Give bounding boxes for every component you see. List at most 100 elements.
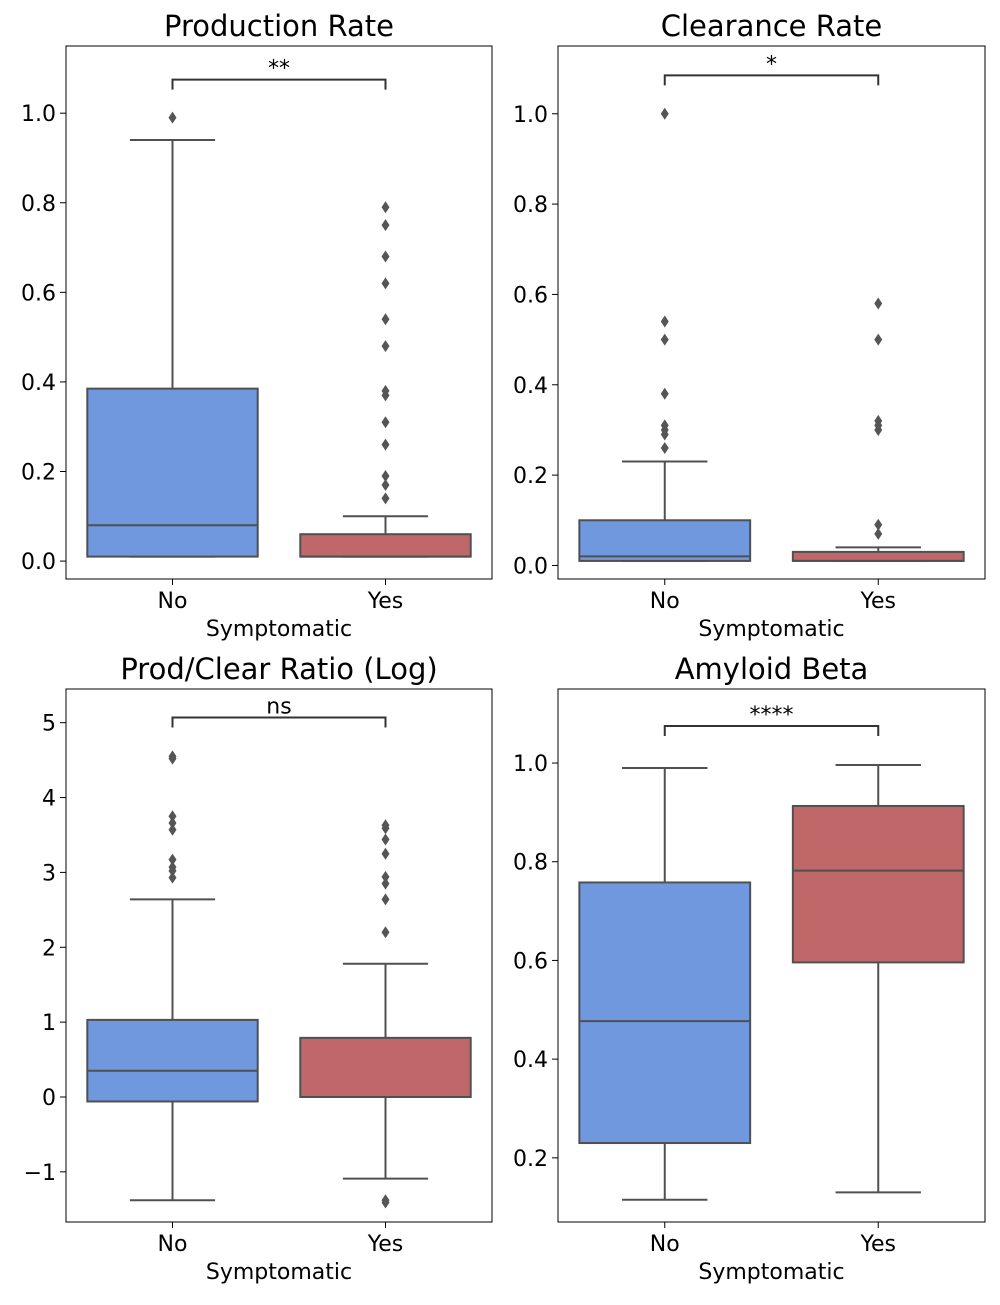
y-tick-label: 1.0	[513, 103, 548, 128]
outlier-point	[381, 416, 390, 429]
box-No	[86, 1018, 259, 1103]
outlier-point	[660, 387, 669, 400]
significance-label: ns	[266, 694, 291, 719]
box-No	[578, 519, 752, 562]
significance-label: ****	[750, 703, 794, 728]
y-tick-label: 2	[42, 936, 56, 961]
chart-title: Amyloid Beta	[675, 652, 869, 686]
y-tick-label: 0.8	[513, 193, 548, 218]
outlier-point	[874, 527, 883, 540]
box-No	[86, 387, 259, 558]
outlier-point	[660, 315, 669, 328]
x-tick-label: Yes	[859, 589, 896, 614]
y-tick-label: −1	[24, 1161, 56, 1186]
chart-panel-4: Amyloid Beta 0.2 0.4 0.6 0.8 1.0 No Yes **** Symp…	[513, 652, 986, 1285]
significance-label: *	[766, 52, 777, 77]
y-tick-label: 0.0	[21, 550, 56, 575]
y-tick-label: 0.2	[513, 464, 548, 489]
outlier-point	[381, 277, 390, 290]
outlier-point	[381, 469, 390, 482]
x-tick-label: No	[158, 1232, 188, 1257]
outlier-point	[168, 111, 177, 124]
outlier-point	[168, 816, 177, 829]
plot-frame	[557, 688, 986, 1223]
outlier-point	[381, 340, 390, 353]
x-axis-label: Symptomatic	[698, 617, 844, 642]
outlier-point	[381, 219, 390, 232]
box-Yes	[791, 550, 965, 562]
outlier-point	[381, 847, 390, 860]
chart-title: Prod/Clear Ratio (Log)	[120, 652, 437, 686]
significance-bracket	[171, 716, 387, 728]
outlier-point	[660, 107, 669, 120]
outlier-point	[168, 750, 177, 763]
outlier-point	[381, 877, 390, 890]
box-Yes	[299, 1036, 472, 1098]
plot-frame	[65, 688, 493, 1223]
outlier-point	[874, 297, 883, 310]
significance-bracket	[663, 74, 880, 86]
outlier-point	[381, 313, 390, 326]
y-tick-label: 0.4	[21, 371, 56, 396]
outlier-point	[660, 442, 669, 455]
outlier-point	[381, 250, 390, 263]
x-axis-label: Symptomatic	[206, 1260, 352, 1285]
y-tick-label: 1.0	[21, 102, 56, 127]
y-tick-label: 4	[42, 787, 56, 812]
y-tick-label: 0.4	[513, 1048, 548, 1073]
y-tick-label: 0.2	[513, 1147, 548, 1172]
y-tick-label: 5	[42, 712, 56, 737]
y-tick-label: 0.8	[21, 192, 56, 217]
box-Yes	[299, 533, 472, 558]
plot-frame	[557, 45, 986, 580]
significance-bracket	[663, 725, 880, 737]
x-axis-label: Symptomatic	[698, 1260, 844, 1285]
y-tick-label: 0.6	[21, 281, 56, 306]
x-tick-label: Yes	[367, 589, 404, 614]
outlier-point	[381, 833, 390, 846]
outlier-point	[381, 478, 390, 491]
y-tick-label: 0.4	[513, 374, 548, 399]
outlier-point	[874, 414, 883, 427]
outlier-point	[168, 823, 177, 836]
outlier-point	[874, 518, 883, 531]
outlier-point	[381, 384, 390, 397]
y-tick-label: 0	[42, 1086, 56, 1111]
y-tick-label: 1.0	[513, 752, 548, 777]
chart-panel-3: Prod/Clear Ratio (Log) −1 0 1 2 3 4 5 No Yes ns Sym…	[24, 652, 493, 1285]
chart-title: Production Rate	[164, 9, 394, 43]
outlier-point	[381, 492, 390, 505]
outlier-point	[381, 438, 390, 451]
chart-panel-2: Clearance Rate 0.0 0.2 0.4 0.6 0.8 1.0 No Yes * Sy…	[513, 9, 986, 642]
outlier-point	[168, 861, 177, 874]
outlier-point	[381, 1196, 390, 1209]
y-tick-label: 0.2	[21, 461, 56, 486]
x-tick-label: No	[650, 589, 680, 614]
outlier-point	[874, 333, 883, 346]
plot-frame	[65, 45, 493, 580]
outlier-point	[660, 333, 669, 346]
x-tick-label: No	[158, 589, 188, 614]
outlier-point	[381, 926, 390, 939]
significance-bracket	[171, 78, 387, 90]
outlier-point	[381, 870, 390, 883]
outlier-point	[381, 893, 390, 906]
y-tick-label: 0.6	[513, 283, 548, 308]
outlier-point	[168, 810, 177, 823]
chart-panel-1: Production Rate 0.0 0.2 0.4 0.6 0.8 1.0 No Yes **…	[21, 9, 493, 642]
y-tick-label: 0.0	[513, 554, 548, 579]
x-tick-label: Yes	[367, 1232, 404, 1257]
outlier-point	[168, 871, 177, 884]
y-tick-label: 3	[42, 861, 56, 886]
significance-label: **	[268, 57, 290, 82]
x-axis-label: Symptomatic	[206, 617, 352, 642]
y-tick-label: 0.6	[513, 949, 548, 974]
x-tick-label: Yes	[859, 1232, 896, 1257]
outlier-point	[381, 819, 390, 832]
y-tick-label: 1	[42, 1011, 56, 1036]
outlier-point	[381, 201, 390, 214]
y-tick-label: 0.8	[513, 851, 548, 876]
outlier-point	[660, 419, 669, 432]
